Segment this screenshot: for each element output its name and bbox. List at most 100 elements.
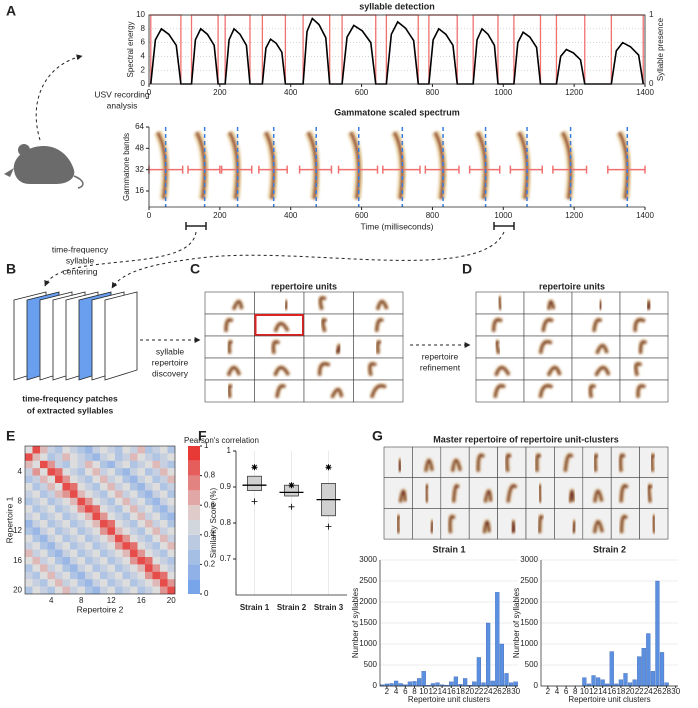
heat-cell [55,497,63,506]
unit-cell [554,508,584,540]
heat-cell [122,460,131,469]
colorbar-band [188,534,200,550]
panel-label: E [6,428,15,444]
heat-cell [160,557,168,565]
heat-cell [70,557,78,565]
bar [389,683,394,687]
unit-shape [484,490,492,503]
heat-cell [122,483,131,491]
heat-cell [107,571,116,580]
unit-shape [547,366,561,376]
heat-cell [167,534,176,543]
heat-cell [62,512,71,521]
heat-cell [32,475,41,484]
unit-shape [647,300,651,310]
heat-cell [70,520,78,528]
heat-cell [107,446,116,454]
heat-cell [92,564,101,572]
heat-cell [137,571,146,580]
heat-cell [47,542,56,550]
y-tick-label: 32 [135,165,144,174]
heat-cell [70,483,78,491]
heat-cell [77,490,86,498]
patch-stack [13,291,138,381]
unit-highlight [254,314,304,336]
colorbar-tick-label: 1 [204,441,209,450]
heat-cell [70,453,78,461]
unit-shape [539,384,553,398]
heat-cell [92,520,101,528]
heat-cell [77,505,86,513]
heat-cell [130,571,138,580]
heat-cell [115,497,123,506]
x-tick-label: 1000 [494,88,512,97]
heat-cell [115,475,123,484]
heat-cell [70,586,78,595]
heat-cell [47,549,56,558]
unit-cell [475,313,525,337]
heat-cell [77,475,86,484]
heat-cell [100,520,108,528]
heat-cell [40,497,48,506]
heat-cell [167,512,176,521]
heat-cell [152,453,161,461]
heat-cell [130,468,138,476]
heat-cell [122,468,131,476]
heat-cell [70,446,78,454]
heat-cell [70,571,78,580]
heat-cell [137,557,146,565]
heat-cell [100,446,108,454]
y-tick-label: 10 [136,10,145,19]
heat-cell [25,490,33,498]
heat-cell [77,571,86,580]
unit-cell [468,477,498,509]
unit-shape [511,520,516,533]
heat-cell [130,497,138,506]
heat-cell [32,468,41,476]
heat-cell [167,564,176,572]
x-axis-label: Time (milliseconds) [361,221,434,231]
x-axis-label: Repertoire 2 [77,604,124,614]
unit-cell [353,357,404,381]
unit-shape [572,520,576,534]
unit-cell [303,313,354,337]
unit-shape [319,296,327,310]
unit-shape [637,384,646,398]
heat-cell [107,586,116,595]
heat-cell [32,520,41,528]
heat-cell [152,586,161,595]
heat-cell [167,468,176,476]
heat-cell [160,564,168,572]
y-tick-label: 3000 [359,555,377,564]
heat-cell [145,579,153,587]
unit-shape [538,515,544,533]
heat-cell [55,579,63,587]
heat-cell [85,549,93,558]
heat-cell [167,475,176,484]
heat-cell [47,534,56,543]
x-tick-label: 30 [511,687,520,696]
unit-shape [595,366,610,376]
heat-cell [100,460,108,469]
x-tick-label: Strain 2 [277,603,307,612]
heat-cell [32,542,41,550]
unit-cell [204,291,255,315]
heat-cell [167,505,176,513]
bar [430,683,436,687]
heat-cell [32,586,41,595]
unit-shape [564,454,573,472]
heat-cell [122,490,131,498]
heat-cell [137,483,146,491]
diagram-label: of extracted syllables [27,405,114,415]
unit-cell [610,508,640,540]
x-tick-label: 10 [580,687,589,696]
y-tick-label: 12 [13,526,22,535]
bar [632,679,637,687]
heat-cell [62,542,71,550]
spectral-blob [349,131,360,200]
heat-cell [115,579,123,587]
heat-cell [77,579,86,587]
heat-cell [167,579,176,587]
heat-cell [137,549,146,558]
heat-cell [145,534,153,543]
